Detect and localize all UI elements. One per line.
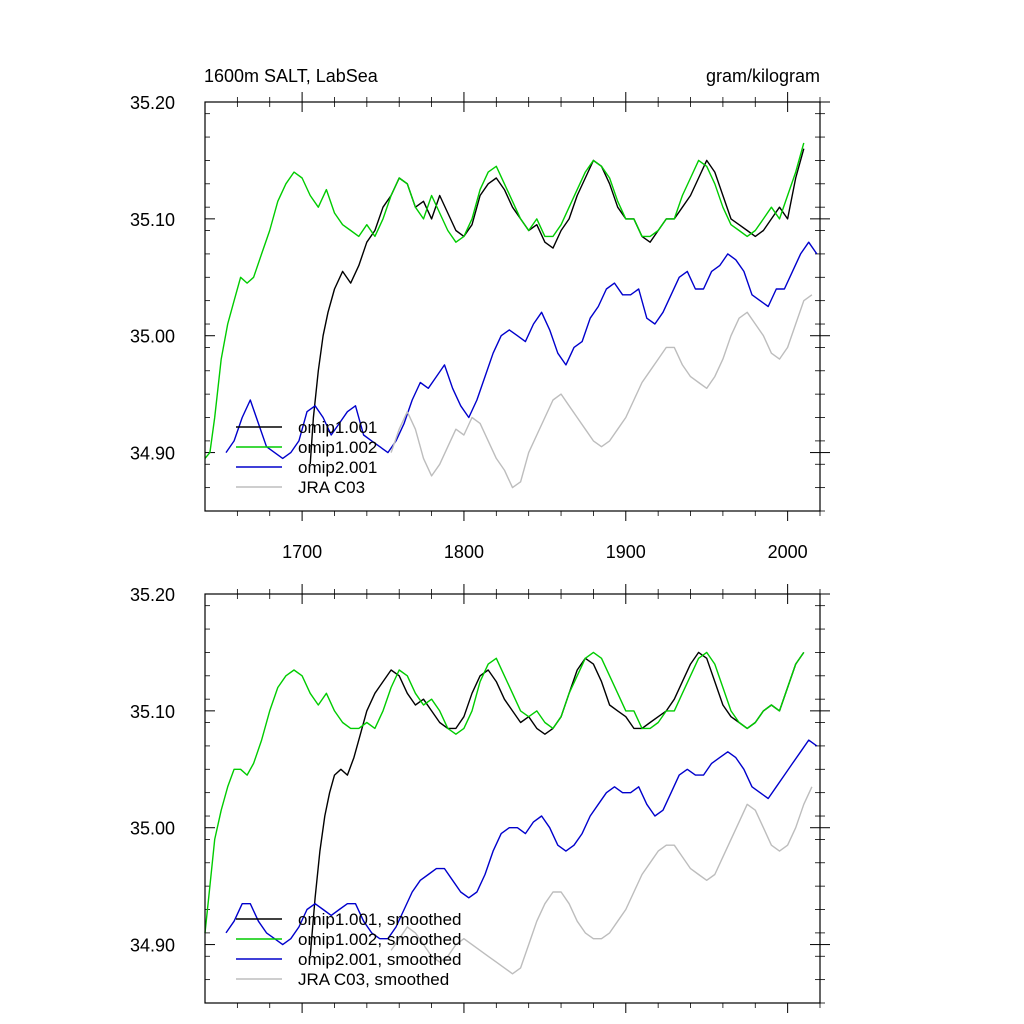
top-panel: 1600m SALT, LabSea gram/kilogram 34.90 35… — [130, 66, 830, 562]
series-line-1 — [204, 651, 805, 933]
series-line-3 — [390, 786, 813, 975]
x-tick-label: 1800 — [444, 542, 484, 562]
y-tick-label: 35.00 — [130, 327, 175, 347]
bottom-panel-frame — [204, 593, 821, 1004]
y-tick-label: 35.10 — [130, 210, 175, 230]
y-tick-label: 34.90 — [130, 444, 175, 464]
top-panel-title: 1600m SALT, LabSea — [204, 66, 379, 86]
y-tick-label: 35.20 — [130, 93, 175, 113]
legend-label: omip1.002 — [298, 438, 377, 457]
y-tick-label: 35.10 — [130, 702, 175, 722]
series-line-2 — [225, 739, 818, 946]
series-line-3 — [390, 294, 813, 489]
top-panel-series — [204, 142, 818, 489]
series-line-2 — [225, 241, 818, 460]
top-panel-ticks: 34.90 35.00 35.10 35.20 1700 1800 1900 2000 — [130, 92, 830, 562]
bottom-panel-series — [204, 651, 818, 975]
legend-label: omip1.001 — [298, 418, 377, 437]
top-panel-frame — [204, 101, 821, 512]
legend-label: omip2.001 — [298, 458, 377, 477]
bottom-panel: 34.90 35.00 35.10 35.20 omip1.001, smoothed… — [130, 584, 830, 1013]
series-line-0 — [309, 651, 805, 957]
legend-label: omip1.002, smoothed — [298, 930, 462, 949]
bottom-panel-ticks: 34.90 35.00 35.10 35.20 — [130, 584, 830, 1013]
legend-label: omip2.001, smoothed — [298, 950, 462, 969]
x-tick-label: 2000 — [768, 542, 808, 562]
top-panel-units: gram/kilogram — [706, 66, 820, 86]
y-tick-label: 35.00 — [130, 819, 175, 839]
y-tick-label: 35.20 — [130, 585, 175, 605]
series-line-1 — [204, 142, 805, 459]
legend-label: JRA C03, smoothed — [298, 970, 449, 989]
legend-label: omip1.001, smoothed — [298, 910, 462, 929]
series-line-0 — [309, 148, 805, 465]
legend-label: JRA C03 — [298, 478, 365, 497]
y-tick-label: 34.90 — [130, 936, 175, 956]
x-tick-label: 1900 — [606, 542, 646, 562]
x-tick-label: 1700 — [282, 542, 322, 562]
